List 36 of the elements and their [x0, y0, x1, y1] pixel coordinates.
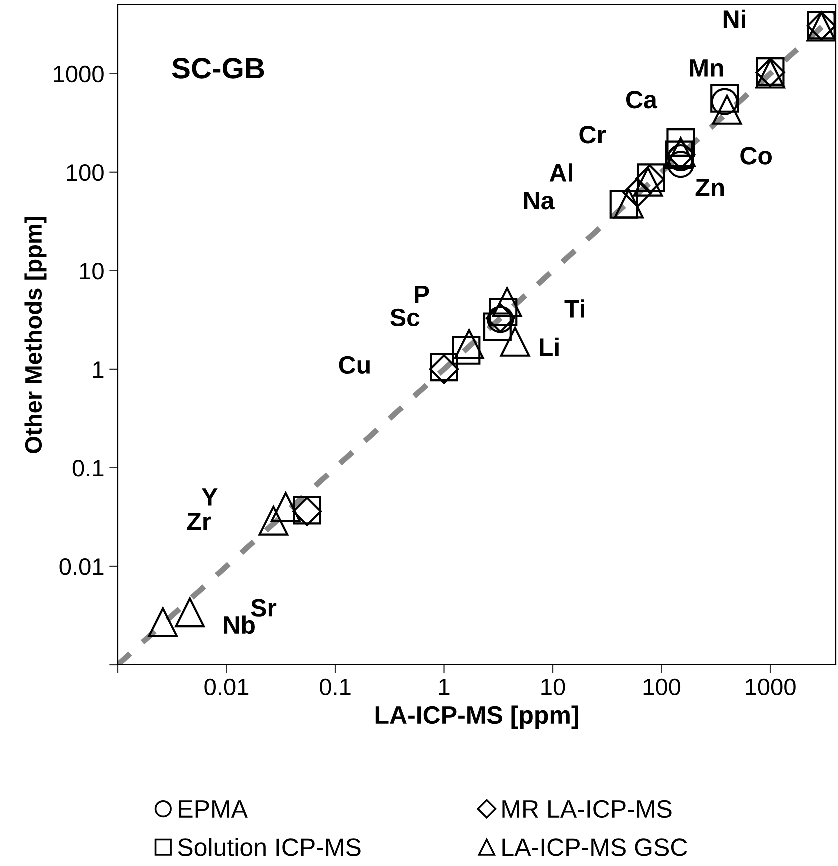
- legend-label: Solution ICP-MS: [178, 838, 361, 856]
- text: SC-GB: [172, 58, 264, 79]
- x-axis-title: LA-ICP-MS [ppm]: [376, 706, 578, 730]
- legend-label: LA-ICP-MS GSC: [502, 838, 688, 856]
- annotation: Y: [202, 488, 218, 506]
- y-tick-label: 0.1: [72, 460, 104, 477]
- annotation: Ni: [724, 10, 746, 28]
- x-tick-label: 10: [542, 678, 566, 696]
- y-tick-label: 0.01: [60, 558, 104, 576]
- y-tick-label: 1: [93, 362, 104, 378]
- annotation: Cr: [580, 126, 606, 144]
- y-tick-label: 10: [80, 262, 104, 280]
- annotation: Ti: [564, 300, 584, 318]
- annotation: Al: [550, 164, 572, 182]
- annotation: Na: [524, 192, 555, 210]
- legend-label: EPMA: [179, 800, 248, 818]
- annotation: P: [415, 286, 430, 304]
- annotation: Mn: [690, 60, 724, 77]
- legend-label: MR LA-ICP-MS: [502, 800, 672, 818]
- x-tick-label: 1000: [746, 678, 796, 696]
- x-tick-label: 100: [644, 678, 681, 696]
- annotation: Zr: [187, 513, 212, 530]
- annotation: Zn: [696, 179, 724, 196]
- annotation: Ca: [626, 91, 658, 109]
- y-tick-label: 100: [67, 164, 104, 182]
- y-tick-label: 1000: [54, 66, 104, 83]
- annotation: Li: [540, 338, 559, 356]
- x-tick-label: 1: [439, 679, 450, 696]
- x-tick-label: 0.1: [320, 678, 351, 696]
- annotation: Sr: [251, 599, 277, 617]
- annotation: Nb: [224, 616, 255, 634]
- annotation: Cu: [339, 356, 370, 374]
- annotation: Co: [740, 147, 772, 165]
- annotation: Sc: [390, 308, 420, 327]
- x-tick-label: 0.01: [204, 678, 249, 696]
- y-axis-title: Other Methods [ppm]: [24, 216, 47, 454]
